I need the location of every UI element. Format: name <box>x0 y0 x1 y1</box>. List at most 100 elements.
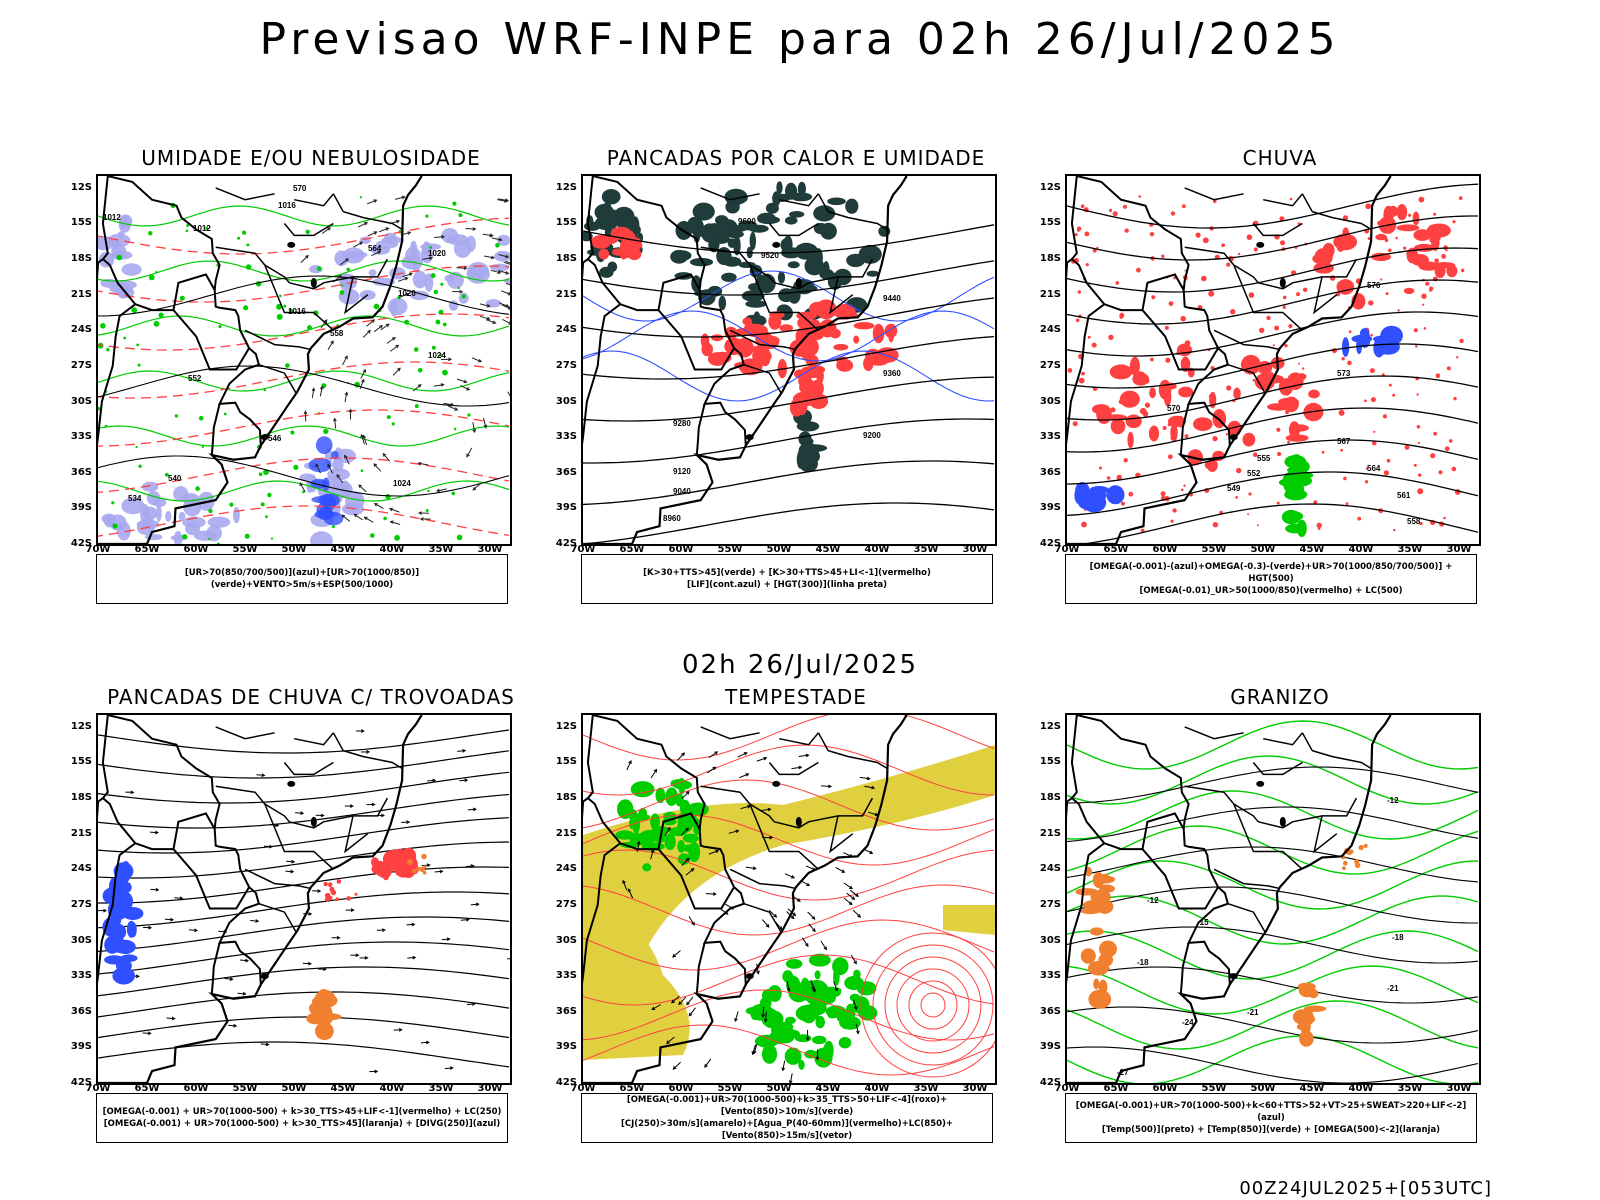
state-border <box>729 329 796 351</box>
state-border <box>215 785 290 823</box>
wind-vector <box>371 250 381 257</box>
contour-line <box>583 989 995 1041</box>
wind-vector <box>250 920 259 922</box>
contour-line <box>98 866 510 904</box>
country-border <box>1071 258 1106 305</box>
field-dot <box>324 897 330 902</box>
wind-vector <box>737 752 748 758</box>
contour-labels: 1012 1012 1016 1016 1020 1020 1024 1024 570 564 55… <box>103 184 446 503</box>
field-dot <box>1183 484 1186 487</box>
contour-line <box>583 418 995 464</box>
field-patch <box>832 957 849 976</box>
wind-arrowhead <box>315 463 319 468</box>
field-patch <box>761 1044 778 1064</box>
wind-arrowhead <box>439 869 444 874</box>
field-patch <box>769 1029 789 1044</box>
lat-tick-label: 15S <box>70 756 92 767</box>
wind-arrowhead <box>154 830 159 835</box>
wind-arrowhead <box>812 988 816 993</box>
country-border <box>1071 797 1106 844</box>
field-dot <box>1212 436 1218 442</box>
wind-arrowhead <box>651 1006 656 1011</box>
wind-arrowhead <box>373 463 378 468</box>
wind-vector <box>188 929 198 931</box>
wind-vector <box>651 1004 662 1010</box>
lon-tick-label: 40W <box>864 544 890 555</box>
state-border <box>749 264 819 331</box>
state-border <box>774 258 874 290</box>
wind-vector <box>708 751 718 759</box>
field-patch <box>1119 390 1140 408</box>
wind-arrowhead <box>155 887 160 892</box>
field-patch <box>808 953 831 967</box>
wind-vector <box>507 958 510 960</box>
wind-arrowhead <box>834 987 838 992</box>
field-dot <box>383 516 387 521</box>
field-dot <box>1226 262 1231 267</box>
field-dot <box>216 542 220 544</box>
lon-tick-label: 40W <box>1348 1083 1374 1094</box>
lon-tick-label: 60W <box>1152 544 1178 555</box>
field-dot <box>1418 473 1422 477</box>
wind-arrowhead <box>685 790 690 795</box>
country-border <box>695 403 706 456</box>
country-border <box>1141 812 1219 910</box>
vortex-ring <box>872 944 994 1066</box>
wind-vector <box>671 995 680 1004</box>
field-dot <box>1388 248 1392 253</box>
wind-vector <box>443 402 454 406</box>
wind-vector <box>497 199 508 202</box>
contour-line <box>1067 790 1479 840</box>
wind-arrowhead <box>806 882 811 886</box>
lat-tick-label: 15S <box>555 217 577 228</box>
wind-arrowhead <box>490 255 495 260</box>
state-border <box>215 187 275 201</box>
field-dot <box>258 472 263 477</box>
lake <box>287 241 296 248</box>
contour-line <box>98 370 510 392</box>
field-patch <box>768 313 782 330</box>
wind-vector <box>852 999 857 1010</box>
wind-vector <box>174 897 183 899</box>
wind-vector <box>418 462 429 466</box>
panel-title: UMIDADE E/OU NEBULOSIDADE <box>141 146 481 170</box>
field-patch <box>1149 387 1156 399</box>
wind-arrowhead <box>685 857 690 862</box>
field-dot <box>456 534 463 541</box>
field-dot <box>1329 275 1336 281</box>
state-border <box>342 749 403 770</box>
field-dot <box>1423 327 1427 330</box>
wind-arrowhead <box>853 960 857 965</box>
wind-vector <box>358 484 367 493</box>
wind-arrowhead <box>472 486 477 491</box>
field-dot <box>1235 496 1238 499</box>
lon-tick-label: 70W <box>570 1083 596 1094</box>
field-dot <box>1367 237 1371 240</box>
field-patch <box>804 979 829 1000</box>
field-patch <box>798 431 812 447</box>
wind-arrowhead <box>412 955 417 960</box>
lon-tick-label: 45W <box>330 1083 356 1094</box>
map-canvas: 9600 9520 9440 9360 9280 9200 9120 9040 8960 <box>583 176 995 544</box>
field-dot <box>1084 231 1090 237</box>
contour-label: 567 <box>1337 437 1351 446</box>
field-patch <box>1139 407 1147 415</box>
field-dot <box>245 264 252 270</box>
wind-arrowhead <box>359 241 364 246</box>
field-patch <box>642 863 652 872</box>
wind-vector <box>466 1003 475 1006</box>
field-patch <box>721 272 737 282</box>
wind-vector <box>704 1058 712 1068</box>
field-dot <box>421 853 427 860</box>
field-dot <box>1372 440 1377 446</box>
field-dot <box>427 489 430 493</box>
contour-line <box>583 460 995 506</box>
field-dot <box>1248 292 1255 298</box>
lon-tick-label: 30W <box>477 544 503 555</box>
coastline <box>1067 176 1392 544</box>
field-patch <box>1285 480 1305 500</box>
field-dot <box>307 325 312 331</box>
field-dot <box>1208 290 1215 297</box>
lon-tick-label: 40W <box>379 544 405 555</box>
field-patch <box>603 201 612 215</box>
